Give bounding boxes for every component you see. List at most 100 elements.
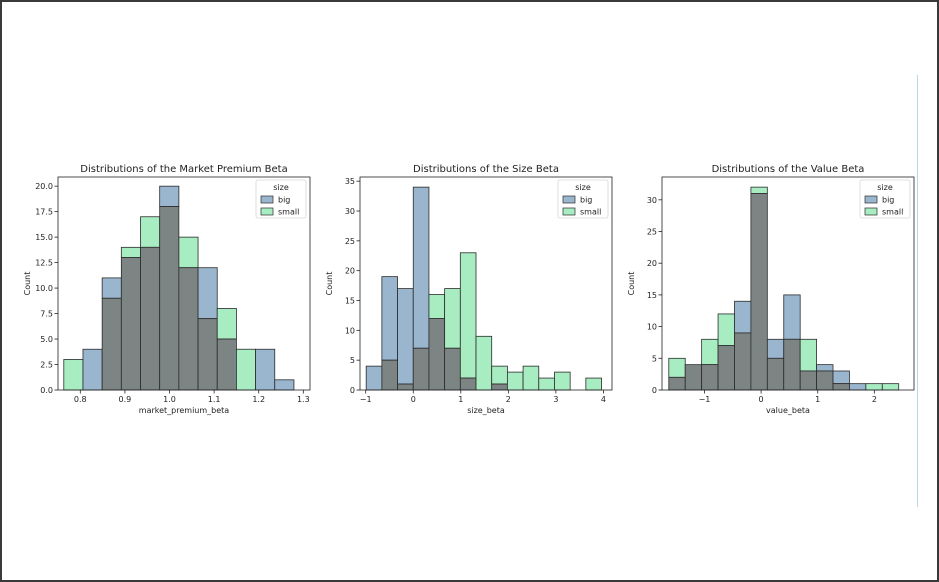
x-tick-label: 0.9 bbox=[119, 395, 132, 404]
histogram-bar-overlap bbox=[491, 383, 508, 391]
y-tick-label: 15 bbox=[647, 291, 657, 300]
y-tick-label: 7.5 bbox=[40, 310, 53, 319]
chart-title: Distributions of the Market Premium Beta bbox=[80, 164, 287, 175]
histogram-bar-small bbox=[522, 365, 540, 391]
histogram-bar-big bbox=[734, 300, 752, 334]
legend-title: size bbox=[575, 183, 591, 192]
y-tick-label: 5 bbox=[350, 356, 355, 365]
x-tick-label: 1.1 bbox=[208, 395, 221, 404]
y-tick-label: 10.0 bbox=[35, 284, 53, 293]
x-axis-label: value_beta bbox=[766, 406, 810, 415]
y-tick-label: 20.0 bbox=[35, 182, 53, 191]
x-tick-label: 1.2 bbox=[252, 395, 265, 404]
histogram-bar-overlap bbox=[428, 318, 446, 391]
histogram-bar-big bbox=[783, 294, 801, 340]
x-tick-label: 2 bbox=[506, 395, 511, 404]
histogram-bar-overlap bbox=[459, 377, 477, 391]
histogram-bar-small bbox=[178, 236, 199, 269]
histogram-bar-overlap bbox=[750, 193, 768, 391]
legend-label-small: small bbox=[580, 208, 601, 217]
legend-swatch-small bbox=[864, 207, 878, 216]
histogram-bar-small bbox=[63, 359, 84, 391]
x-tick-label: 4 bbox=[601, 395, 606, 404]
histogram-bar-overlap bbox=[783, 338, 801, 391]
histogram-bar-overlap bbox=[216, 338, 237, 391]
x-tick-label: −1 bbox=[360, 395, 372, 404]
histogram-bar-overlap bbox=[444, 347, 461, 391]
histogram-bar-small bbox=[459, 252, 477, 379]
histogram-bar-small bbox=[491, 365, 508, 385]
y-tick-label: 25 bbox=[345, 237, 355, 246]
legend-swatch-big bbox=[864, 195, 878, 204]
legend-label-big: big bbox=[278, 196, 290, 205]
axes-frame bbox=[359, 176, 613, 391]
legend-swatch-small bbox=[562, 207, 576, 216]
histogram-bar-big bbox=[274, 379, 295, 391]
x-tick-label: 1 bbox=[458, 395, 463, 404]
histogram-bar-big bbox=[365, 365, 383, 391]
histogram-bar-small bbox=[717, 313, 735, 347]
legend-swatch-big bbox=[260, 195, 274, 204]
histogram-bar-overlap bbox=[701, 364, 719, 391]
histogram-bar-big bbox=[82, 348, 103, 391]
histogram-bar-big bbox=[159, 185, 180, 207]
histogram-bar-small bbox=[554, 371, 571, 391]
y-tick-label: 30 bbox=[647, 196, 657, 205]
histogram-bar-overlap bbox=[668, 376, 686, 391]
histogram-bar-overlap bbox=[397, 383, 414, 391]
histogram-bar-big bbox=[816, 364, 834, 372]
y-tick-label: 25 bbox=[647, 228, 657, 237]
y-tick-label: 0 bbox=[652, 386, 657, 395]
histogram-bar-small bbox=[538, 377, 555, 391]
histogram-bar-small bbox=[140, 216, 161, 248]
histogram-bar-big bbox=[255, 348, 276, 391]
histogram-bar-small bbox=[428, 294, 446, 319]
histogram-bar-small bbox=[865, 383, 883, 391]
histogram-bar-small bbox=[585, 377, 602, 391]
histogram-bar-small bbox=[120, 246, 141, 258]
x-tick-label: 1 bbox=[815, 395, 820, 404]
chart-title: Distributions of the Size Beta bbox=[413, 164, 559, 175]
y-tick-label: 15.0 bbox=[35, 233, 53, 242]
histogram-bar-overlap bbox=[799, 370, 817, 391]
histogram-bar-small bbox=[750, 186, 768, 194]
x-tick-label: 2 bbox=[872, 395, 877, 404]
histogram-bar-overlap bbox=[684, 364, 703, 391]
y-tick-label: 2.5 bbox=[40, 361, 53, 370]
y-axis-label: Count bbox=[23, 272, 32, 296]
histogram-bar-small bbox=[799, 338, 817, 372]
legend-label-big: big bbox=[882, 196, 894, 205]
histogram-bar-overlap bbox=[734, 332, 752, 391]
x-tick-label: 3 bbox=[553, 395, 558, 404]
histogram-bar-big bbox=[397, 288, 414, 385]
x-tick-label: 0 bbox=[411, 395, 416, 404]
legend-swatch-small bbox=[260, 207, 274, 216]
histogram-bar-small bbox=[444, 288, 461, 349]
histogram-bar-big bbox=[101, 277, 122, 299]
histogram-bar-big bbox=[832, 370, 850, 385]
legend-title: size bbox=[877, 183, 893, 192]
y-axis-label: Count bbox=[325, 272, 334, 296]
histogram-bar-small bbox=[475, 335, 493, 391]
y-tick-label: 20 bbox=[345, 267, 355, 276]
histogram-bar-small bbox=[506, 371, 524, 391]
histogram-bar-small bbox=[216, 308, 237, 340]
x-tick-label: 0 bbox=[759, 395, 764, 404]
y-tick-label: 30 bbox=[345, 207, 355, 216]
y-tick-label: 35 bbox=[345, 177, 355, 186]
axes-frame bbox=[661, 176, 915, 391]
y-tick-label: 0 bbox=[350, 386, 355, 395]
histogram-bar-overlap bbox=[197, 318, 218, 391]
legend-title: size bbox=[273, 183, 289, 192]
histogram-bar-overlap bbox=[140, 246, 161, 391]
histogram-bar-big bbox=[381, 276, 398, 361]
legend-swatch-big bbox=[562, 195, 576, 204]
histogram-bar-small bbox=[668, 357, 686, 378]
histogram-bar-overlap bbox=[832, 383, 850, 391]
y-tick-label: 10 bbox=[647, 323, 657, 332]
histogram-bar-overlap bbox=[101, 297, 122, 391]
legend-label-big: big bbox=[580, 196, 592, 205]
histogram-bar-big bbox=[197, 267, 218, 320]
